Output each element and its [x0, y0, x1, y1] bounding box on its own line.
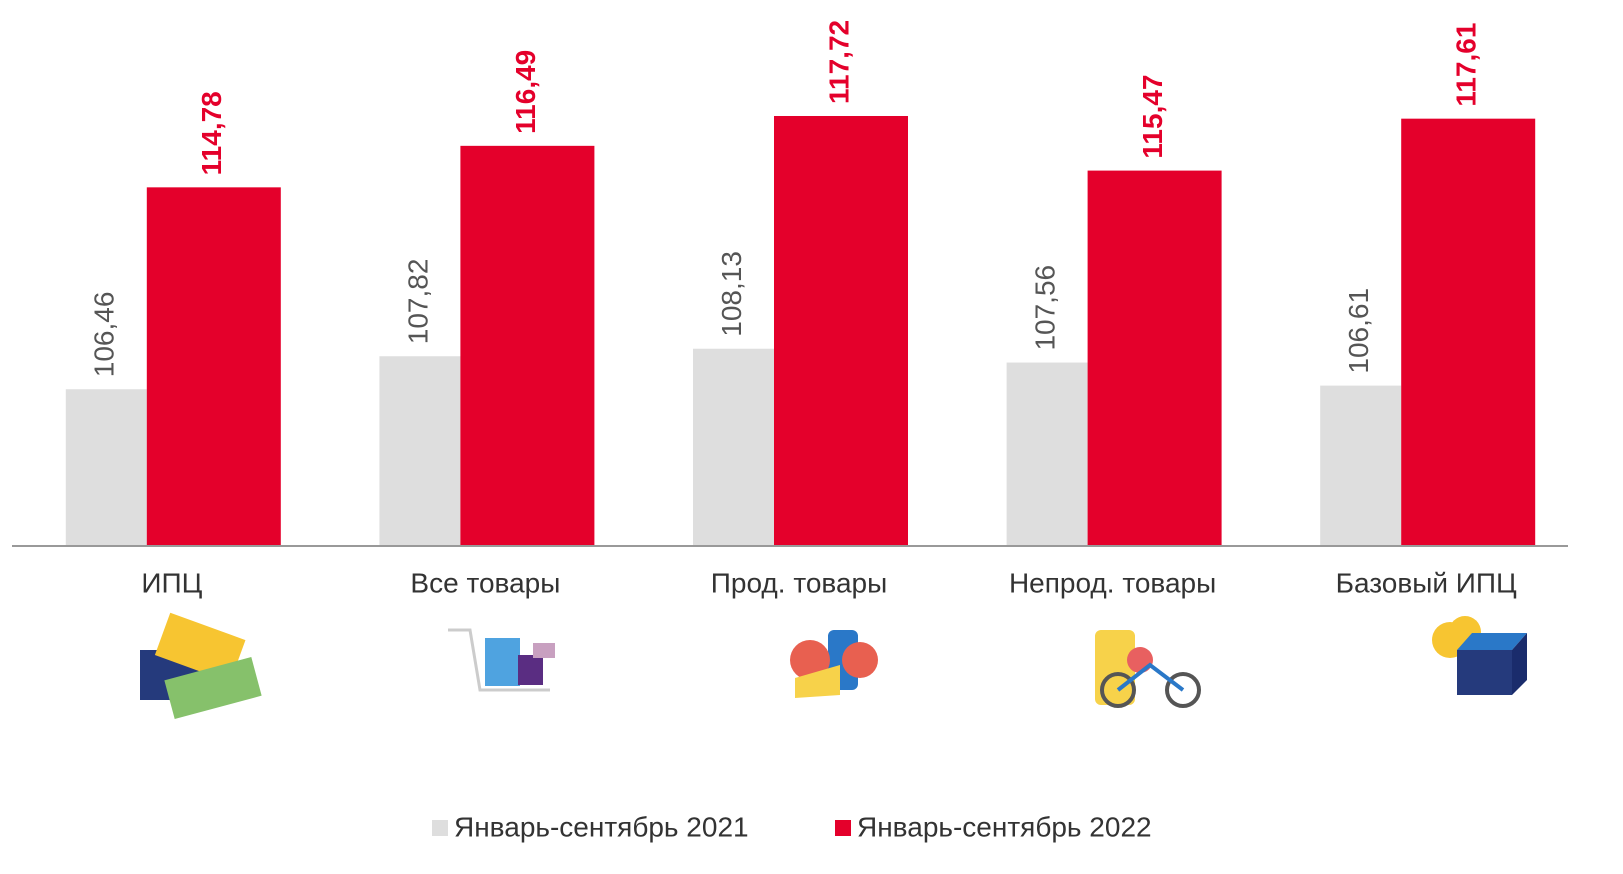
bar — [1320, 385, 1402, 546]
x-tick-label: Все товары — [410, 567, 560, 598]
value-label: 115,47 — [1137, 74, 1168, 158]
bar — [460, 145, 595, 547]
x-tick-label: ИПЦ — [141, 567, 202, 598]
icon-core — [1432, 616, 1527, 695]
bar — [774, 115, 908, 547]
value-label: 107,56 — [1029, 265, 1060, 351]
value-label: 117,72 — [823, 20, 854, 104]
legend-swatch — [835, 820, 851, 836]
icon-cart — [448, 628, 555, 692]
legend-swatch — [432, 820, 448, 836]
value-label: 114,78 — [196, 91, 227, 175]
bar — [65, 389, 147, 546]
legend-label: Январь-сентябрь 2021 — [454, 811, 749, 842]
value-label: 106,46 — [89, 292, 120, 378]
value-label: 117,61 — [1451, 23, 1482, 107]
value-label: 107,82 — [402, 259, 433, 345]
legend-label: Январь-сентябрь 2022 — [857, 811, 1152, 842]
bar — [1006, 362, 1088, 546]
bar — [1401, 118, 1536, 546]
x-tick-label: Непрод. товары — [1009, 567, 1216, 598]
bar — [146, 187, 281, 546]
icons — [140, 612, 1527, 719]
icon-food — [790, 630, 878, 698]
bar — [1087, 170, 1222, 546]
x-tick-label: Базовый ИПЦ — [1336, 567, 1517, 598]
bar — [693, 348, 774, 546]
x-tick-label: Прод. товары — [711, 567, 887, 598]
bar — [379, 356, 461, 546]
value-label: 106,61 — [1343, 288, 1374, 374]
value-label: 108,13 — [716, 251, 747, 337]
icon-nonfood — [1095, 630, 1201, 708]
value-label: 116,49 — [510, 50, 541, 134]
icon-tags — [140, 612, 262, 719]
